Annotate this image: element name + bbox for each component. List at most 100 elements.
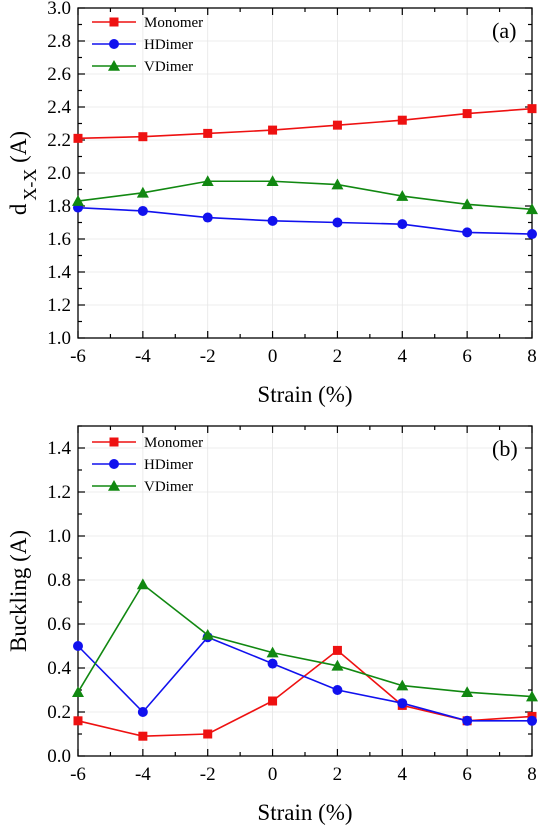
- y-axis-title: Buckling (A): [6, 530, 31, 652]
- y-tick-label: 0.4: [47, 658, 71, 679]
- x-tick-label: 8: [527, 346, 537, 367]
- series-hdimer: [73, 632, 537, 726]
- series-line: [77, 583, 533, 698]
- y-tick-label: 1.8: [47, 196, 71, 217]
- panel-label: (b): [492, 436, 518, 461]
- data-point: [332, 120, 342, 130]
- y-tick-label: 0.8: [47, 570, 71, 591]
- data-point: [331, 178, 344, 190]
- data-point: [461, 198, 474, 210]
- data-point: [266, 175, 279, 187]
- data-point: [462, 109, 472, 119]
- x-tick-label: 6: [462, 764, 472, 785]
- y-tick-label: 2.0: [47, 163, 71, 184]
- data-point: [138, 731, 148, 741]
- x-tick-label: 0: [268, 764, 278, 785]
- data-point: [527, 229, 537, 240]
- data-point: [201, 175, 214, 187]
- x-tick-label: 4: [398, 764, 408, 785]
- data-point: [137, 707, 148, 717]
- data-point: [526, 690, 538, 702]
- data-point: [397, 115, 407, 125]
- y-tick-label: 1.0: [47, 526, 71, 547]
- y-tick-label: 0.2: [47, 702, 71, 723]
- legend-marker: [109, 17, 119, 27]
- data-point: [73, 133, 83, 143]
- data-point: [526, 203, 538, 215]
- series-line: [77, 206, 533, 235]
- legend: Monomer HDimer VDimer: [92, 15, 203, 75]
- x-tick-label: -4: [135, 764, 151, 785]
- grid: [77, 426, 533, 757]
- series-monomer: [73, 104, 537, 143]
- legend-marker: [109, 39, 119, 49]
- data-point: [203, 729, 213, 739]
- x-tick-label: 8: [527, 764, 537, 785]
- data-point: [73, 716, 83, 726]
- y-tick-label: 0.0: [47, 746, 71, 767]
- x-tick-label: -2: [200, 346, 216, 367]
- data-point: [397, 219, 408, 230]
- chart-panel-1: -6 -4 -2 0 2 4 6 8 1.0 1.2 1.4 1.6 1.8 2.0 2.2 2.4 2.6 2.…: [6, 0, 538, 407]
- panel-label: (a): [492, 18, 516, 43]
- series-line: [77, 180, 533, 211]
- legend: Monomer HDimer VDimer: [92, 435, 203, 495]
- y-tick-label: 1.0: [47, 328, 71, 349]
- x-axis-title: Strain (%): [257, 800, 352, 825]
- grid: [77, 7, 533, 339]
- legend-marker: [108, 60, 120, 71]
- x-tick-label: -6: [70, 764, 86, 785]
- legend-label: VDimer: [144, 59, 193, 75]
- data-point: [72, 686, 84, 697]
- data-point: [137, 205, 148, 216]
- data-point: [396, 190, 409, 201]
- x-tick-label: -6: [70, 346, 86, 367]
- data-point: [73, 641, 83, 651]
- data-point: [462, 227, 473, 238]
- y-tick-label: 1.2: [47, 482, 71, 503]
- x-tick-label: 0: [268, 346, 278, 367]
- data-point: [72, 195, 84, 206]
- data-point: [268, 696, 278, 706]
- data-point: [332, 645, 342, 655]
- series-vdimer: [72, 175, 538, 215]
- x-tick-label: 4: [398, 346, 408, 367]
- legend-marker: [109, 459, 119, 469]
- y-tick-label: 2.2: [47, 130, 71, 151]
- data-point: [136, 186, 149, 198]
- x-axis-title: Strain (%): [257, 382, 352, 407]
- series-line: [77, 636, 532, 722]
- series-line: [77, 107, 533, 140]
- data-point: [527, 104, 537, 114]
- legend-marker: [109, 437, 119, 447]
- data-point: [267, 658, 278, 669]
- legend-marker: [108, 480, 120, 491]
- y-tick-label: 1.4: [47, 438, 71, 459]
- data-point: [331, 659, 344, 671]
- x-tick-label: 2: [333, 346, 343, 367]
- x-tick-label: 6: [462, 346, 472, 367]
- y-axis-title: dX-X (A): [6, 131, 40, 215]
- y-tick-label: 1.6: [47, 229, 71, 250]
- data-point: [201, 629, 214, 640]
- legend-label: Monomer: [144, 15, 203, 31]
- y-tick-label: 2.4: [47, 97, 71, 118]
- data-point: [462, 715, 473, 726]
- series-hdimer: [73, 202, 537, 240]
- data-point: [267, 215, 278, 226]
- data-point: [397, 698, 408, 709]
- data-point: [332, 217, 343, 228]
- y-tick-label: 2.6: [47, 64, 71, 85]
- x-tick-label: -2: [200, 764, 216, 785]
- data-point: [396, 679, 409, 691]
- x-tick-label: 2: [333, 764, 343, 785]
- data-point: [136, 578, 149, 590]
- data-point: [461, 686, 474, 697]
- legend-label: HDimer: [144, 457, 193, 473]
- x-tick-label: -4: [135, 346, 151, 367]
- legend-label: VDimer: [144, 479, 193, 495]
- y-tick-label: 1.4: [47, 262, 71, 283]
- series-vdimer: [72, 578, 538, 702]
- y-tick-label: 3.0: [47, 0, 71, 19]
